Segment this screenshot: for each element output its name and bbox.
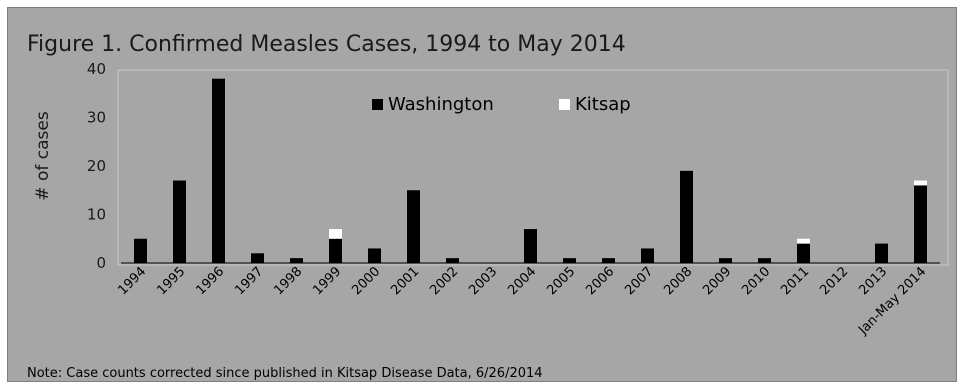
y-axis-label: # of cases <box>33 111 53 201</box>
legend-swatch-washington <box>372 99 383 110</box>
x-tick-label: 1994 <box>115 264 149 298</box>
bar-washington-2000 <box>368 248 381 263</box>
bar-washington-2005 <box>563 258 576 263</box>
bar-washington-2001 <box>407 190 420 263</box>
bar-washington-1999 <box>329 238 342 263</box>
x-tick-label: 2010 <box>739 264 773 298</box>
x-tick-label: 2009 <box>700 264 734 298</box>
chart-svg: Figure 1. Confirmed Measles Cases, 1994 … <box>27 32 949 381</box>
legend-label-washington: Washington <box>388 94 494 115</box>
x-tick-label: 1996 <box>193 264 227 298</box>
legend: Washington Kitsap <box>372 94 631 115</box>
legend-label-kitsap: Kitsap <box>575 94 631 115</box>
x-tick-label: 2006 <box>583 264 617 298</box>
x-tick-label: 2004 <box>505 264 539 298</box>
bar-kitsap-jan-may-2014 <box>914 180 927 186</box>
x-tick-label: 2001 <box>388 264 422 298</box>
x-tick-label: 2007 <box>622 264 656 298</box>
bar-washington-2007 <box>641 248 654 263</box>
x-tick-label: 1995 <box>154 264 188 298</box>
x-tick-label: 1997 <box>232 264 266 298</box>
x-tick-label: 2012 <box>817 264 851 298</box>
legend-swatch-kitsap <box>559 99 570 110</box>
bar-washington-jan-may-2014 <box>914 185 927 263</box>
x-tick-label: 2008 <box>661 264 695 298</box>
y-tick-label: 0 <box>96 254 106 272</box>
chart-frame: Figure 1. Confirmed Measles Cases, 1994 … <box>7 7 957 382</box>
plot-area <box>117 69 949 266</box>
y-tick-label: 10 <box>87 206 106 224</box>
bar-kitsap-1999 <box>329 229 342 239</box>
bar-washington-2011 <box>797 243 810 263</box>
bar-washington-2009 <box>719 258 732 263</box>
bar-washington-1996 <box>212 78 225 263</box>
bar-washington-1998 <box>290 258 303 263</box>
x-tick-label: Jan-May 2014 <box>855 264 929 338</box>
x-tick-label: 2013 <box>856 264 890 298</box>
y-tick-label: 30 <box>87 109 106 127</box>
y-tick-label: 20 <box>87 157 106 175</box>
x-tick-label: 1999 <box>310 264 344 298</box>
bar-washington-1997 <box>251 253 264 263</box>
bar-washington-2006 <box>602 258 615 263</box>
bar-washington-2002 <box>446 258 459 263</box>
bar-washington-2008 <box>680 170 693 263</box>
bar-kitsap-2011 <box>797 238 810 244</box>
bar-washington-2013 <box>875 243 888 263</box>
bar-washington-1995 <box>173 180 186 263</box>
x-tick-label: 2011 <box>778 264 812 298</box>
x-tick-label: 2002 <box>427 264 461 298</box>
x-tick-label: 2005 <box>544 264 578 298</box>
bars <box>134 78 927 263</box>
x-tick-label: 2000 <box>349 264 383 298</box>
x-tick-label: 1998 <box>271 264 305 298</box>
y-tick-label: 40 <box>87 60 106 78</box>
bar-washington-2010 <box>758 258 771 263</box>
bar-washington-1994 <box>134 238 147 263</box>
x-tick-label: 2003 <box>466 264 500 298</box>
bar-washington-2004 <box>524 229 537 263</box>
y-axis: 0 10 20 30 40 <box>87 60 106 272</box>
x-axis-labels: 1994 1995 1996 1997 1998 1999 2000 2001 2002 2003… <box>115 264 929 338</box>
chart-note: Note: Case counts corrected since publis… <box>27 366 543 381</box>
chart-title: Figure 1. Confirmed Measles Cases, 1994 … <box>27 32 626 57</box>
